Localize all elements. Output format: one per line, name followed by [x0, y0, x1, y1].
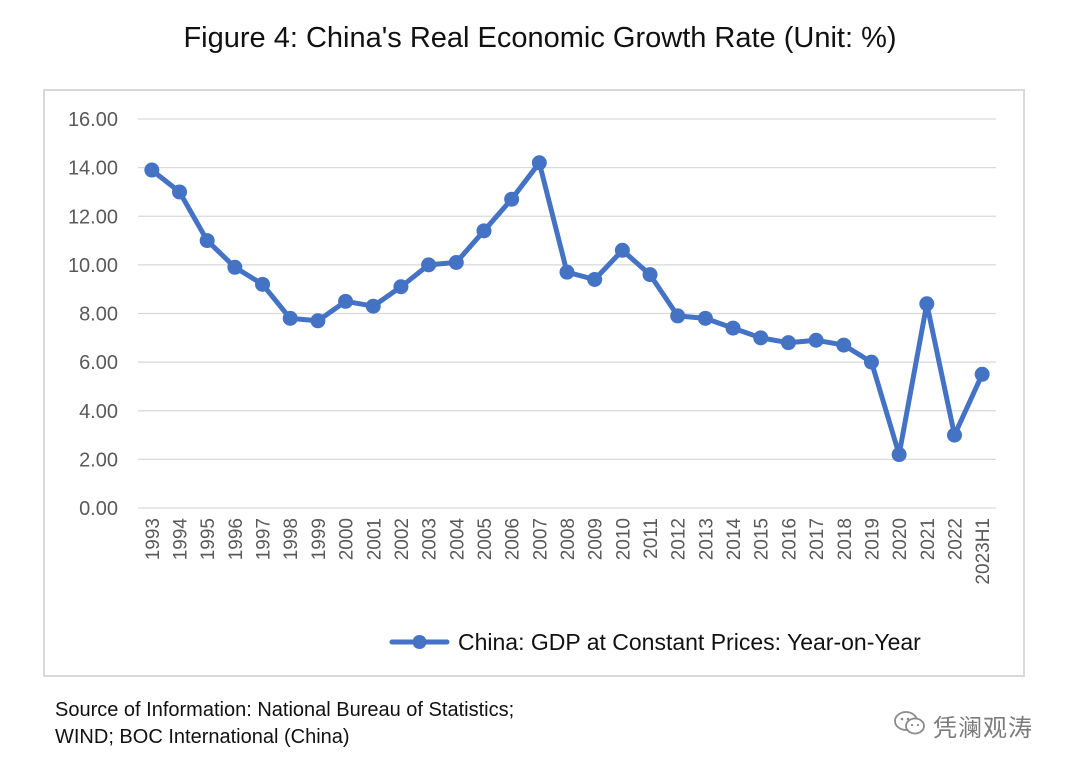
data-point	[255, 276, 271, 292]
data-point	[919, 296, 935, 312]
x-tick-label: 2021	[918, 518, 939, 560]
x-tick-label: 2019	[862, 518, 883, 560]
x-axis-ticks: 1993 1994 1995 1996 1997 1998 1999 2000 2001 2002…	[143, 518, 994, 585]
x-tick-label: 2016	[779, 518, 800, 560]
x-tick-label: 2002	[392, 518, 413, 560]
data-point	[863, 354, 879, 370]
x-tick-label: 2000	[337, 518, 358, 560]
legend-label: China: GDP at Constant Prices: Year-on-Y…	[458, 629, 921, 655]
x-tick-label: 2020	[890, 518, 911, 560]
data-point	[531, 155, 547, 171]
data-point	[476, 223, 492, 239]
chart-title: Figure 4: China's Real Economic Growth R…	[183, 22, 897, 54]
x-tick-label: 2009	[586, 518, 607, 560]
watermark: 凭澜观涛	[893, 708, 1033, 742]
data-point	[504, 191, 520, 207]
data-point	[365, 298, 381, 314]
x-tick-label: 1998	[281, 518, 302, 560]
x-tick-label: 2012	[669, 518, 690, 560]
y-axis-ticks: 0.00 2.00 4.00 6.00 8.00 10.00 12.00 14.00 16.00	[68, 109, 118, 520]
data-point	[697, 310, 713, 326]
x-tick-label: 2005	[475, 518, 496, 560]
data-point	[670, 308, 686, 324]
y-tick-label: 0.00	[79, 498, 118, 520]
data-point	[614, 242, 630, 258]
x-tick-label: 2017	[807, 518, 828, 560]
data-point	[144, 162, 160, 178]
data-point	[753, 330, 769, 346]
y-tick-label: 2.00	[79, 449, 118, 471]
y-tick-label: 16.00	[68, 109, 118, 131]
watermark-text: 凭澜观涛	[933, 713, 1033, 742]
chart-frame	[43, 89, 1025, 677]
data-point	[946, 427, 962, 443]
y-tick-label: 8.00	[79, 304, 118, 326]
legend-marker-swatch	[412, 635, 427, 649]
x-tick-label: 2008	[558, 518, 579, 560]
source-line-2: WIND; BOC International (China)	[55, 726, 350, 748]
x-tick-label: 2013	[696, 518, 717, 560]
x-tick-label: 2015	[752, 518, 773, 560]
x-tick-label: 1993	[143, 518, 164, 560]
y-tick-label: 6.00	[79, 352, 118, 374]
x-tick-label: 1994	[171, 518, 192, 561]
x-tick-label: 2004	[447, 518, 468, 561]
x-tick-label: 2003	[420, 518, 441, 560]
x-tick-label: 1995	[198, 518, 219, 560]
y-tick-label: 14.00	[68, 158, 118, 180]
data-point	[725, 320, 741, 336]
legend: China: GDP at Constant Prices: Year-on-Y…	[389, 629, 921, 655]
source-line-1: Source of Information: National Bureau o…	[55, 699, 515, 721]
data-point	[199, 233, 215, 249]
x-tick-label: 1999	[309, 518, 330, 560]
data-point	[172, 184, 188, 200]
y-tick-label: 12.00	[68, 206, 118, 228]
data-point	[559, 264, 575, 280]
data-point	[642, 267, 658, 283]
series-points	[144, 155, 990, 463]
data-point	[338, 293, 354, 309]
data-point	[393, 279, 409, 295]
data-point	[974, 366, 990, 382]
source-note: Source of Information: National Bureau o…	[55, 697, 514, 751]
data-point	[310, 313, 326, 329]
x-tick-label: 1997	[254, 518, 275, 560]
data-point	[891, 447, 907, 463]
x-tick-label: 1996	[226, 518, 247, 560]
x-tick-label: 2023H1	[973, 518, 994, 585]
data-point	[780, 335, 796, 351]
x-tick-label: 2022	[945, 518, 966, 560]
data-point	[808, 332, 824, 348]
x-tick-label: 2014	[724, 518, 745, 561]
data-point	[448, 254, 464, 270]
data-point	[421, 257, 437, 273]
wechat-icon	[893, 710, 927, 740]
data-point	[282, 310, 298, 326]
data-point	[836, 337, 852, 353]
data-point	[587, 271, 603, 287]
x-tick-label: 2011	[641, 518, 662, 559]
y-tick-label: 10.00	[68, 255, 118, 277]
data-point	[227, 259, 243, 275]
x-tick-label: 2001	[364, 518, 385, 560]
x-tick-label: 2010	[613, 518, 634, 560]
y-tick-label: 4.00	[79, 401, 118, 423]
x-tick-label: 2007	[530, 518, 551, 560]
gridlines	[138, 118, 996, 509]
x-tick-label: 2018	[835, 518, 856, 560]
x-tick-label: 2006	[503, 518, 524, 560]
